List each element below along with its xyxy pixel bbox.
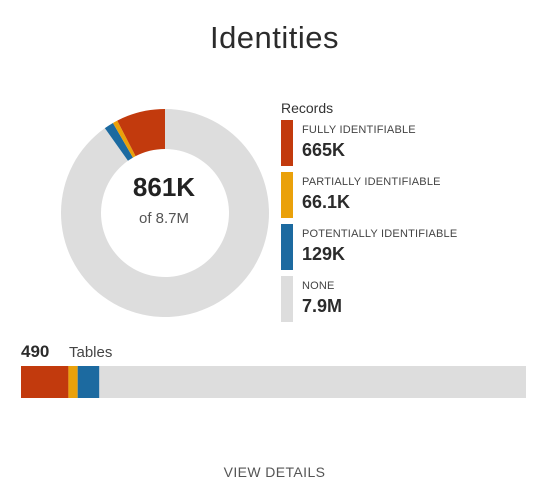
legend-label: NONE <box>302 280 335 292</box>
bar-segment-fully <box>21 366 69 398</box>
donut-center-value: 861K <box>132 172 196 202</box>
legend-label: POTENTIALLY IDENTIFIABLE <box>302 228 458 240</box>
legend-value: 129K <box>302 244 346 264</box>
donut-chart <box>60 109 270 317</box>
legend-item-fully: FULLY IDENTIFIABLE 665K <box>281 120 531 166</box>
legend-swatch <box>281 276 293 322</box>
donut-center-label: of 8.7M <box>138 210 190 227</box>
legend-item-none: NONE 7.9M <box>281 276 531 322</box>
tables-label: Tables <box>69 344 113 361</box>
legend-value: 7.9M <box>302 296 343 316</box>
legend-item-potentially: POTENTIALLY IDENTIFIABLE 129K <box>281 224 531 270</box>
view-details-link[interactable]: VIEW DETAILS <box>223 464 326 480</box>
donut-slice-partially <box>112 120 136 158</box>
tables-stacked-bar <box>21 366 526 398</box>
legend-swatch <box>281 224 293 270</box>
legend-swatch <box>281 172 293 218</box>
donut-slice-fully <box>117 109 165 157</box>
legend-label: PARTIALLY IDENTIFIABLE <box>302 176 441 188</box>
legend-value: 665K <box>302 140 346 160</box>
bar-segment-none <box>99 366 526 398</box>
legend-swatch <box>281 120 293 166</box>
bar-segment-partially <box>68 366 78 398</box>
tables-count: 490 <box>21 342 50 361</box>
legend-value: 66.1K <box>302 192 351 212</box>
bar-segment-potentially <box>77 366 100 398</box>
legend-title: Records <box>281 100 334 116</box>
donut-slice-potentially <box>104 122 133 161</box>
legend-item-partially: PARTIALLY IDENTIFIABLE 66.1K <box>281 172 531 218</box>
page-title: Identities <box>209 20 340 55</box>
legend-label: FULLY IDENTIFIABLE <box>302 124 416 136</box>
donut-slice-none <box>60 109 270 317</box>
